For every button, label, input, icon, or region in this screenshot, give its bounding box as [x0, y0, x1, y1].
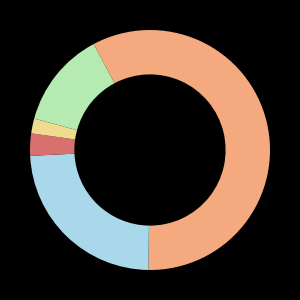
Wedge shape: [30, 133, 75, 156]
Wedge shape: [34, 44, 115, 130]
Wedge shape: [31, 118, 77, 140]
Wedge shape: [94, 30, 270, 270]
Wedge shape: [30, 154, 149, 270]
